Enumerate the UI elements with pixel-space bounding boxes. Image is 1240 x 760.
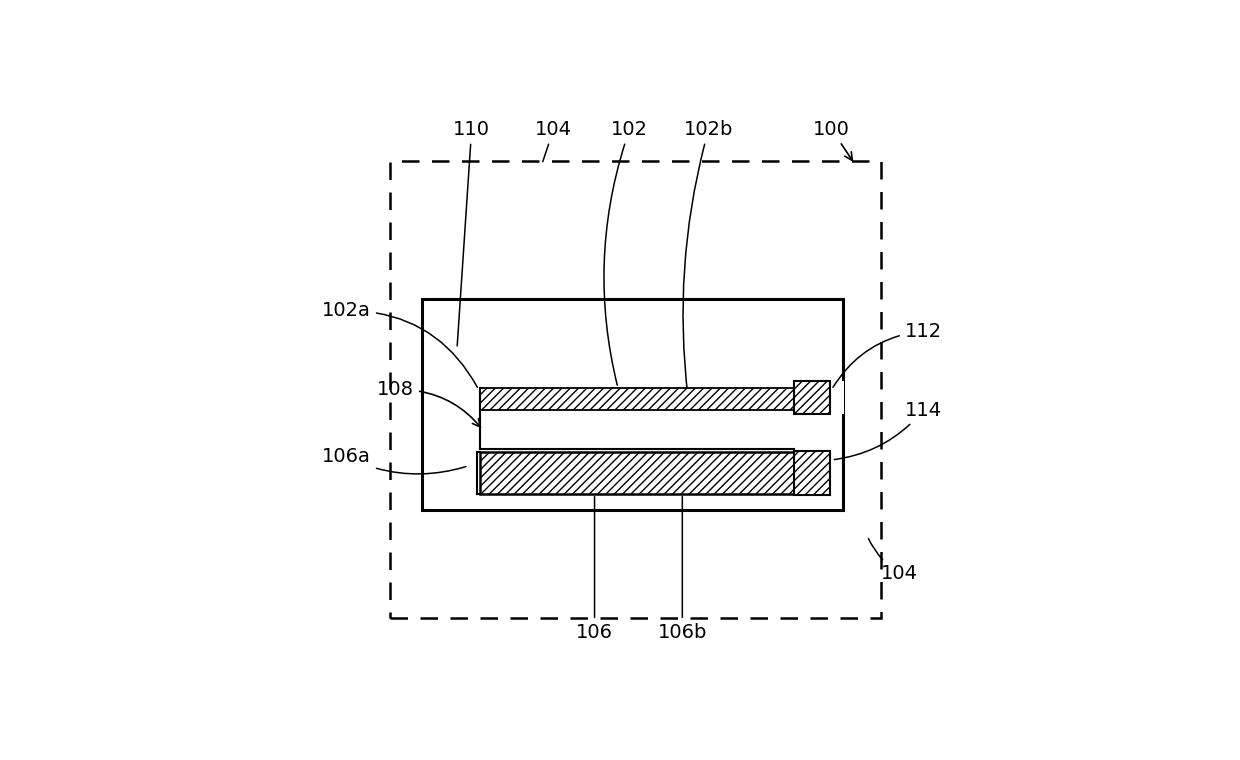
Text: 102: 102	[604, 120, 649, 385]
Text: 114: 114	[835, 401, 942, 460]
Bar	[480, 388, 794, 410]
Text: 112: 112	[833, 321, 942, 388]
Bar	[794, 451, 830, 495]
Text: 106b: 106b	[657, 496, 707, 642]
Text: 102b: 102b	[683, 120, 733, 396]
Bar	[480, 451, 794, 494]
Text: 100: 100	[813, 120, 852, 160]
Text: 106: 106	[577, 496, 613, 642]
Bar	[842, 382, 844, 413]
Bar	[794, 382, 830, 413]
Text: 104: 104	[868, 539, 919, 584]
Text: 104: 104	[536, 120, 572, 162]
Text: 110: 110	[453, 120, 490, 346]
Bar	[389, 161, 882, 618]
Text: 108: 108	[377, 380, 480, 427]
Text: 106a: 106a	[322, 448, 466, 474]
Text: 102a: 102a	[322, 301, 477, 387]
Bar	[422, 299, 843, 510]
Bar	[480, 410, 794, 449]
